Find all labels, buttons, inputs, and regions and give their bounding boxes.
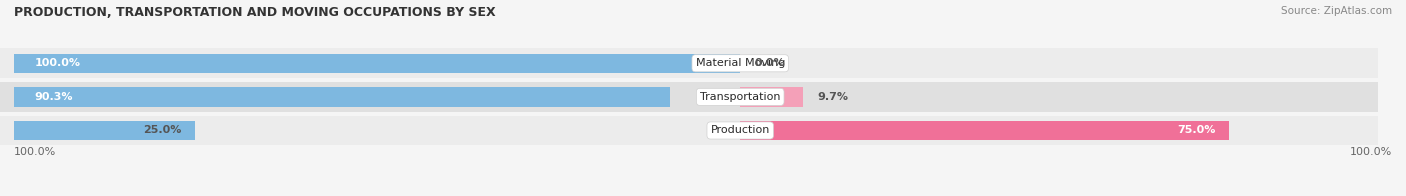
- Text: 25.0%: 25.0%: [143, 125, 181, 135]
- Bar: [14, 121, 195, 140]
- Text: 9.7%: 9.7%: [817, 92, 848, 102]
- Text: 100.0%: 100.0%: [35, 58, 80, 68]
- Text: Transportation: Transportation: [700, 92, 780, 102]
- Bar: [740, 121, 1229, 140]
- Bar: [740, 87, 803, 107]
- Text: 100.0%: 100.0%: [14, 147, 56, 157]
- Text: Source: ZipAtlas.com: Source: ZipAtlas.com: [1281, 6, 1392, 16]
- Text: 90.3%: 90.3%: [35, 92, 73, 102]
- Bar: [0, 82, 1378, 112]
- Text: PRODUCTION, TRANSPORTATION AND MOVING OCCUPATIONS BY SEX: PRODUCTION, TRANSPORTATION AND MOVING OC…: [14, 6, 496, 19]
- Text: 100.0%: 100.0%: [1350, 147, 1392, 157]
- Text: 0.0%: 0.0%: [754, 58, 785, 68]
- Text: Material Moving: Material Moving: [696, 58, 785, 68]
- Bar: [0, 48, 1378, 78]
- Text: 75.0%: 75.0%: [1177, 125, 1215, 135]
- Bar: [14, 54, 740, 73]
- Text: Production: Production: [710, 125, 770, 135]
- Bar: [14, 87, 669, 107]
- Bar: [0, 116, 1378, 145]
